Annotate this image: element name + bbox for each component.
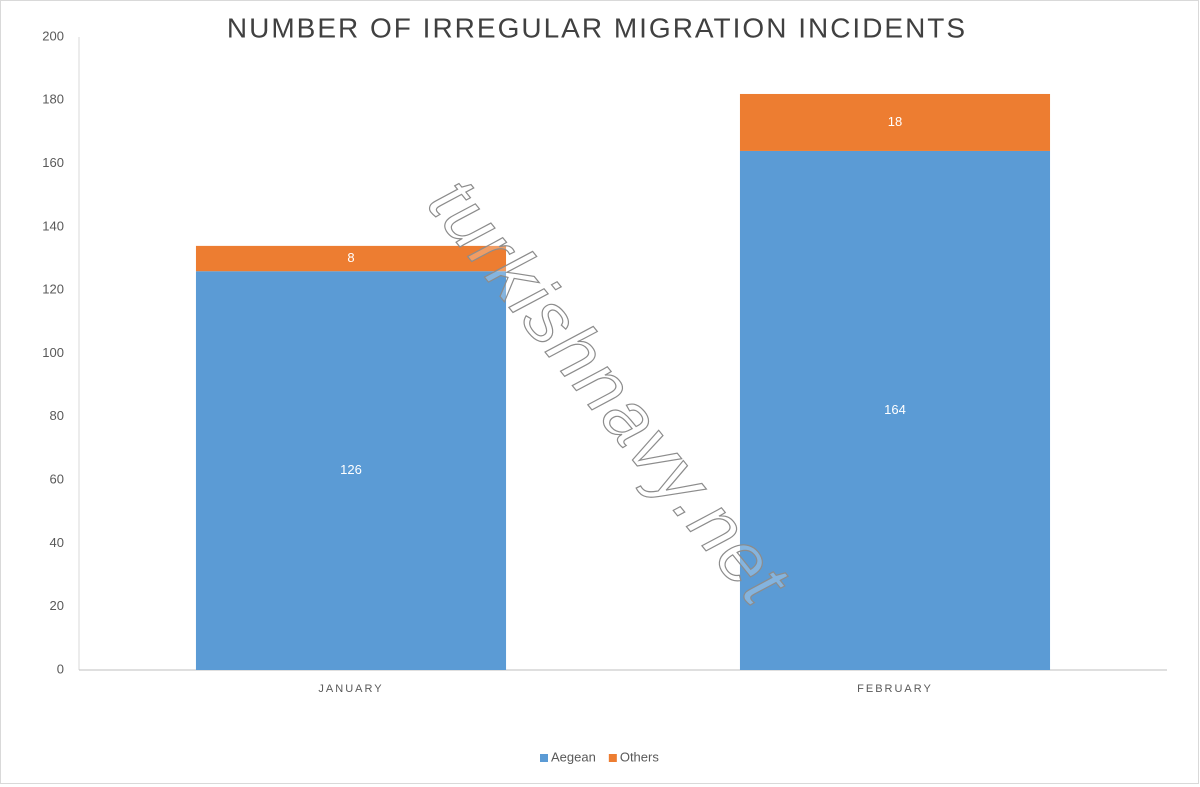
x-tick-label: FEBRUARY [857,683,933,695]
chart-title: NUMBER OF IRREGULAR MIGRATION INCIDENTS [227,12,967,43]
legend-label: Aegean [551,749,596,764]
data-label: 164 [884,402,906,417]
bar-segment [195,245,507,272]
x-tick-label: JANUARY [318,683,383,695]
data-label: 18 [888,114,902,129]
legend-swatch [608,754,617,762]
y-tick-label: 60 [50,472,64,487]
bar-segment [739,93,1051,151]
data-label: 126 [340,462,362,477]
y-tick-label: 100 [42,345,64,360]
y-tick-label: 20 [50,598,64,613]
bar-segment [739,150,1051,670]
y-tick-label: 160 [42,155,64,170]
y-tick-label: 80 [50,408,64,423]
y-tick-label: 120 [42,282,64,297]
y-tick-label: 40 [50,535,64,550]
legend-label: Others [620,749,660,764]
data-label: 8 [347,250,354,265]
y-tick-label: 200 [42,28,64,43]
y-tick-label: 180 [42,92,64,107]
y-tick-label: 140 [42,218,64,233]
y-tick-label: 0 [57,661,64,676]
legend-swatch [540,754,548,762]
bar-segment [195,271,507,670]
